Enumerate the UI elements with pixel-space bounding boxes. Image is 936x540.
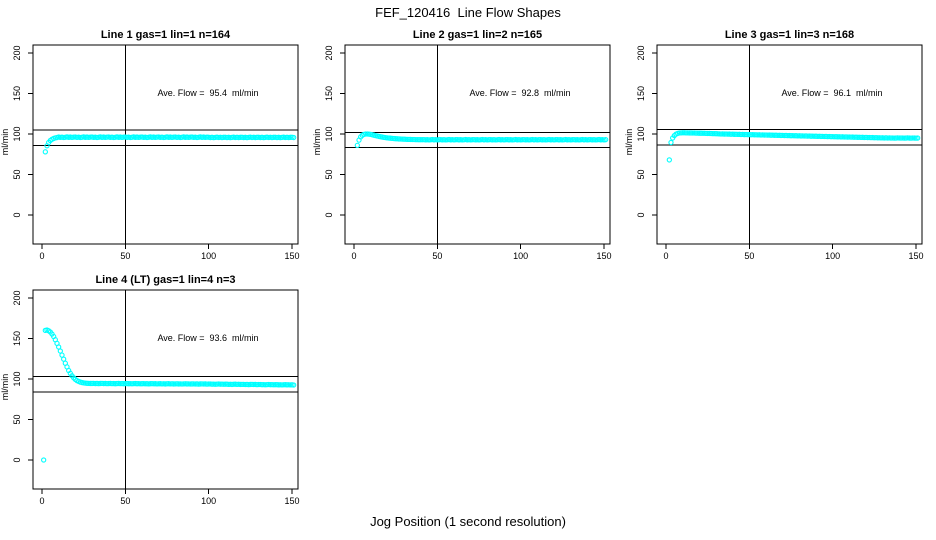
y-tick-label: 150 <box>636 86 646 101</box>
x-tick-label: 50 <box>120 251 130 261</box>
data-point <box>705 130 711 137</box>
panel-title: Line 4 (LT) gas=1 lin=4 n=3 <box>95 274 235 286</box>
y-tick-label: 50 <box>12 414 22 424</box>
data-point <box>700 130 706 136</box>
x-tick-label: 0 <box>351 251 356 261</box>
data-point <box>686 130 692 136</box>
x-tick-label: 100 <box>513 251 528 261</box>
ave-flow-annotation: Ave. Flow = 96.1 ml/min <box>781 88 882 98</box>
data-point <box>680 130 686 136</box>
y-tick-label: 100 <box>324 126 334 141</box>
y-tick-label: 200 <box>12 290 22 305</box>
x-tick-label: 150 <box>284 496 299 506</box>
plot-box <box>344 44 611 245</box>
data-point <box>416 137 422 143</box>
panel-title: Line 1 gas=1 lin=1 n=164 <box>101 29 231 41</box>
y-tick-label: 200 <box>12 45 22 60</box>
y-tick-label: 150 <box>12 86 22 101</box>
y-tick-label: 50 <box>12 169 22 179</box>
x-tick-label: 100 <box>201 496 216 506</box>
data-point <box>693 130 699 136</box>
y-tick-label: 0 <box>324 212 334 217</box>
x-tick-label: 0 <box>663 251 668 261</box>
ave-flow-annotation: Ave. Flow = 95.4 ml/min <box>157 88 258 98</box>
x-tick-label: 50 <box>120 496 130 506</box>
y-tick-label: 100 <box>636 126 646 141</box>
x-tick-label: 50 <box>432 251 442 261</box>
y-tick-label: 0 <box>636 212 646 217</box>
data-point <box>291 134 297 141</box>
data-point <box>696 130 702 136</box>
chart-panel-line-4: Line 4 (LT) gas=1 lin=4 n=3 0 50 100 150 0 50 1… <box>0 274 300 506</box>
data-point <box>683 130 689 136</box>
ave-flow-annotation: Ave. Flow = 93.6 ml/min <box>157 333 258 343</box>
data-point <box>915 135 921 141</box>
data-point <box>409 136 415 143</box>
data-point <box>666 157 672 163</box>
data-point <box>41 457 47 463</box>
x-tick-label: 0 <box>39 496 44 506</box>
y-axis-title: ml/min <box>0 129 10 156</box>
x-tick-label: 100 <box>825 251 840 261</box>
data-point <box>668 139 674 146</box>
chart-panel-line-3: Line 3 gas=1 lin=3 n=168 0 50 100 150 0 50 100 1… <box>624 29 924 261</box>
data-point <box>418 137 424 143</box>
y-tick-label: 150 <box>324 86 334 101</box>
y-tick-label: 200 <box>636 45 646 60</box>
data-point <box>239 381 245 387</box>
figure-title: FEF_120416 Line Flow Shapes <box>375 5 561 20</box>
x-tick-label: 150 <box>596 251 611 261</box>
y-tick-label: 50 <box>324 169 334 179</box>
ave-flow-annotation: Ave. Flow = 92.8 ml/min <box>469 88 570 98</box>
x-tick-label: 150 <box>908 251 923 261</box>
panel-title: Line 2 gas=1 lin=2 n=165 <box>413 29 542 41</box>
y-tick-label: 50 <box>636 169 646 179</box>
y-axis-title: ml/min <box>312 129 322 156</box>
data-point <box>363 131 369 137</box>
y-tick-label: 0 <box>12 457 22 462</box>
data-point <box>272 382 278 388</box>
data-point <box>404 136 410 142</box>
y-tick-label: 100 <box>12 126 22 141</box>
data-point <box>42 149 48 155</box>
y-tick-label: 200 <box>324 45 334 60</box>
data-point <box>291 382 297 388</box>
chart-panel-line-1: Line 1 gas=1 lin=1 n=164 0 50 100 150 0 50 100 1… <box>0 29 300 261</box>
x-tick-label: 100 <box>201 251 216 261</box>
y-axis-title: ml/min <box>624 129 634 156</box>
y-tick-label: 150 <box>12 331 22 346</box>
data-point <box>710 130 716 137</box>
data-point <box>354 142 360 148</box>
y-axis-title: ml/min <box>0 374 10 401</box>
data-point <box>603 137 609 143</box>
y-tick-label: 0 <box>12 212 22 217</box>
x-tick-label: 0 <box>39 251 44 261</box>
plot-box <box>32 44 299 245</box>
y-tick-label: 100 <box>12 371 22 386</box>
x-axis-label: Jog Position (1 second resolution) <box>370 514 566 529</box>
data-point <box>690 130 696 136</box>
data-point <box>206 381 212 387</box>
data-point <box>256 381 262 388</box>
panel-title: Line 3 gas=1 lin=3 n=168 <box>725 29 854 41</box>
data-point <box>413 136 419 143</box>
x-tick-label: 50 <box>744 251 754 261</box>
data-point <box>87 380 93 387</box>
x-tick-label: 150 <box>284 251 299 261</box>
data-point <box>222 381 228 387</box>
chart-panel-line-2: Line 2 gas=1 lin=2 n=165 0 50 100 150 0 50 100 1… <box>312 29 612 261</box>
plot-box <box>32 289 299 490</box>
